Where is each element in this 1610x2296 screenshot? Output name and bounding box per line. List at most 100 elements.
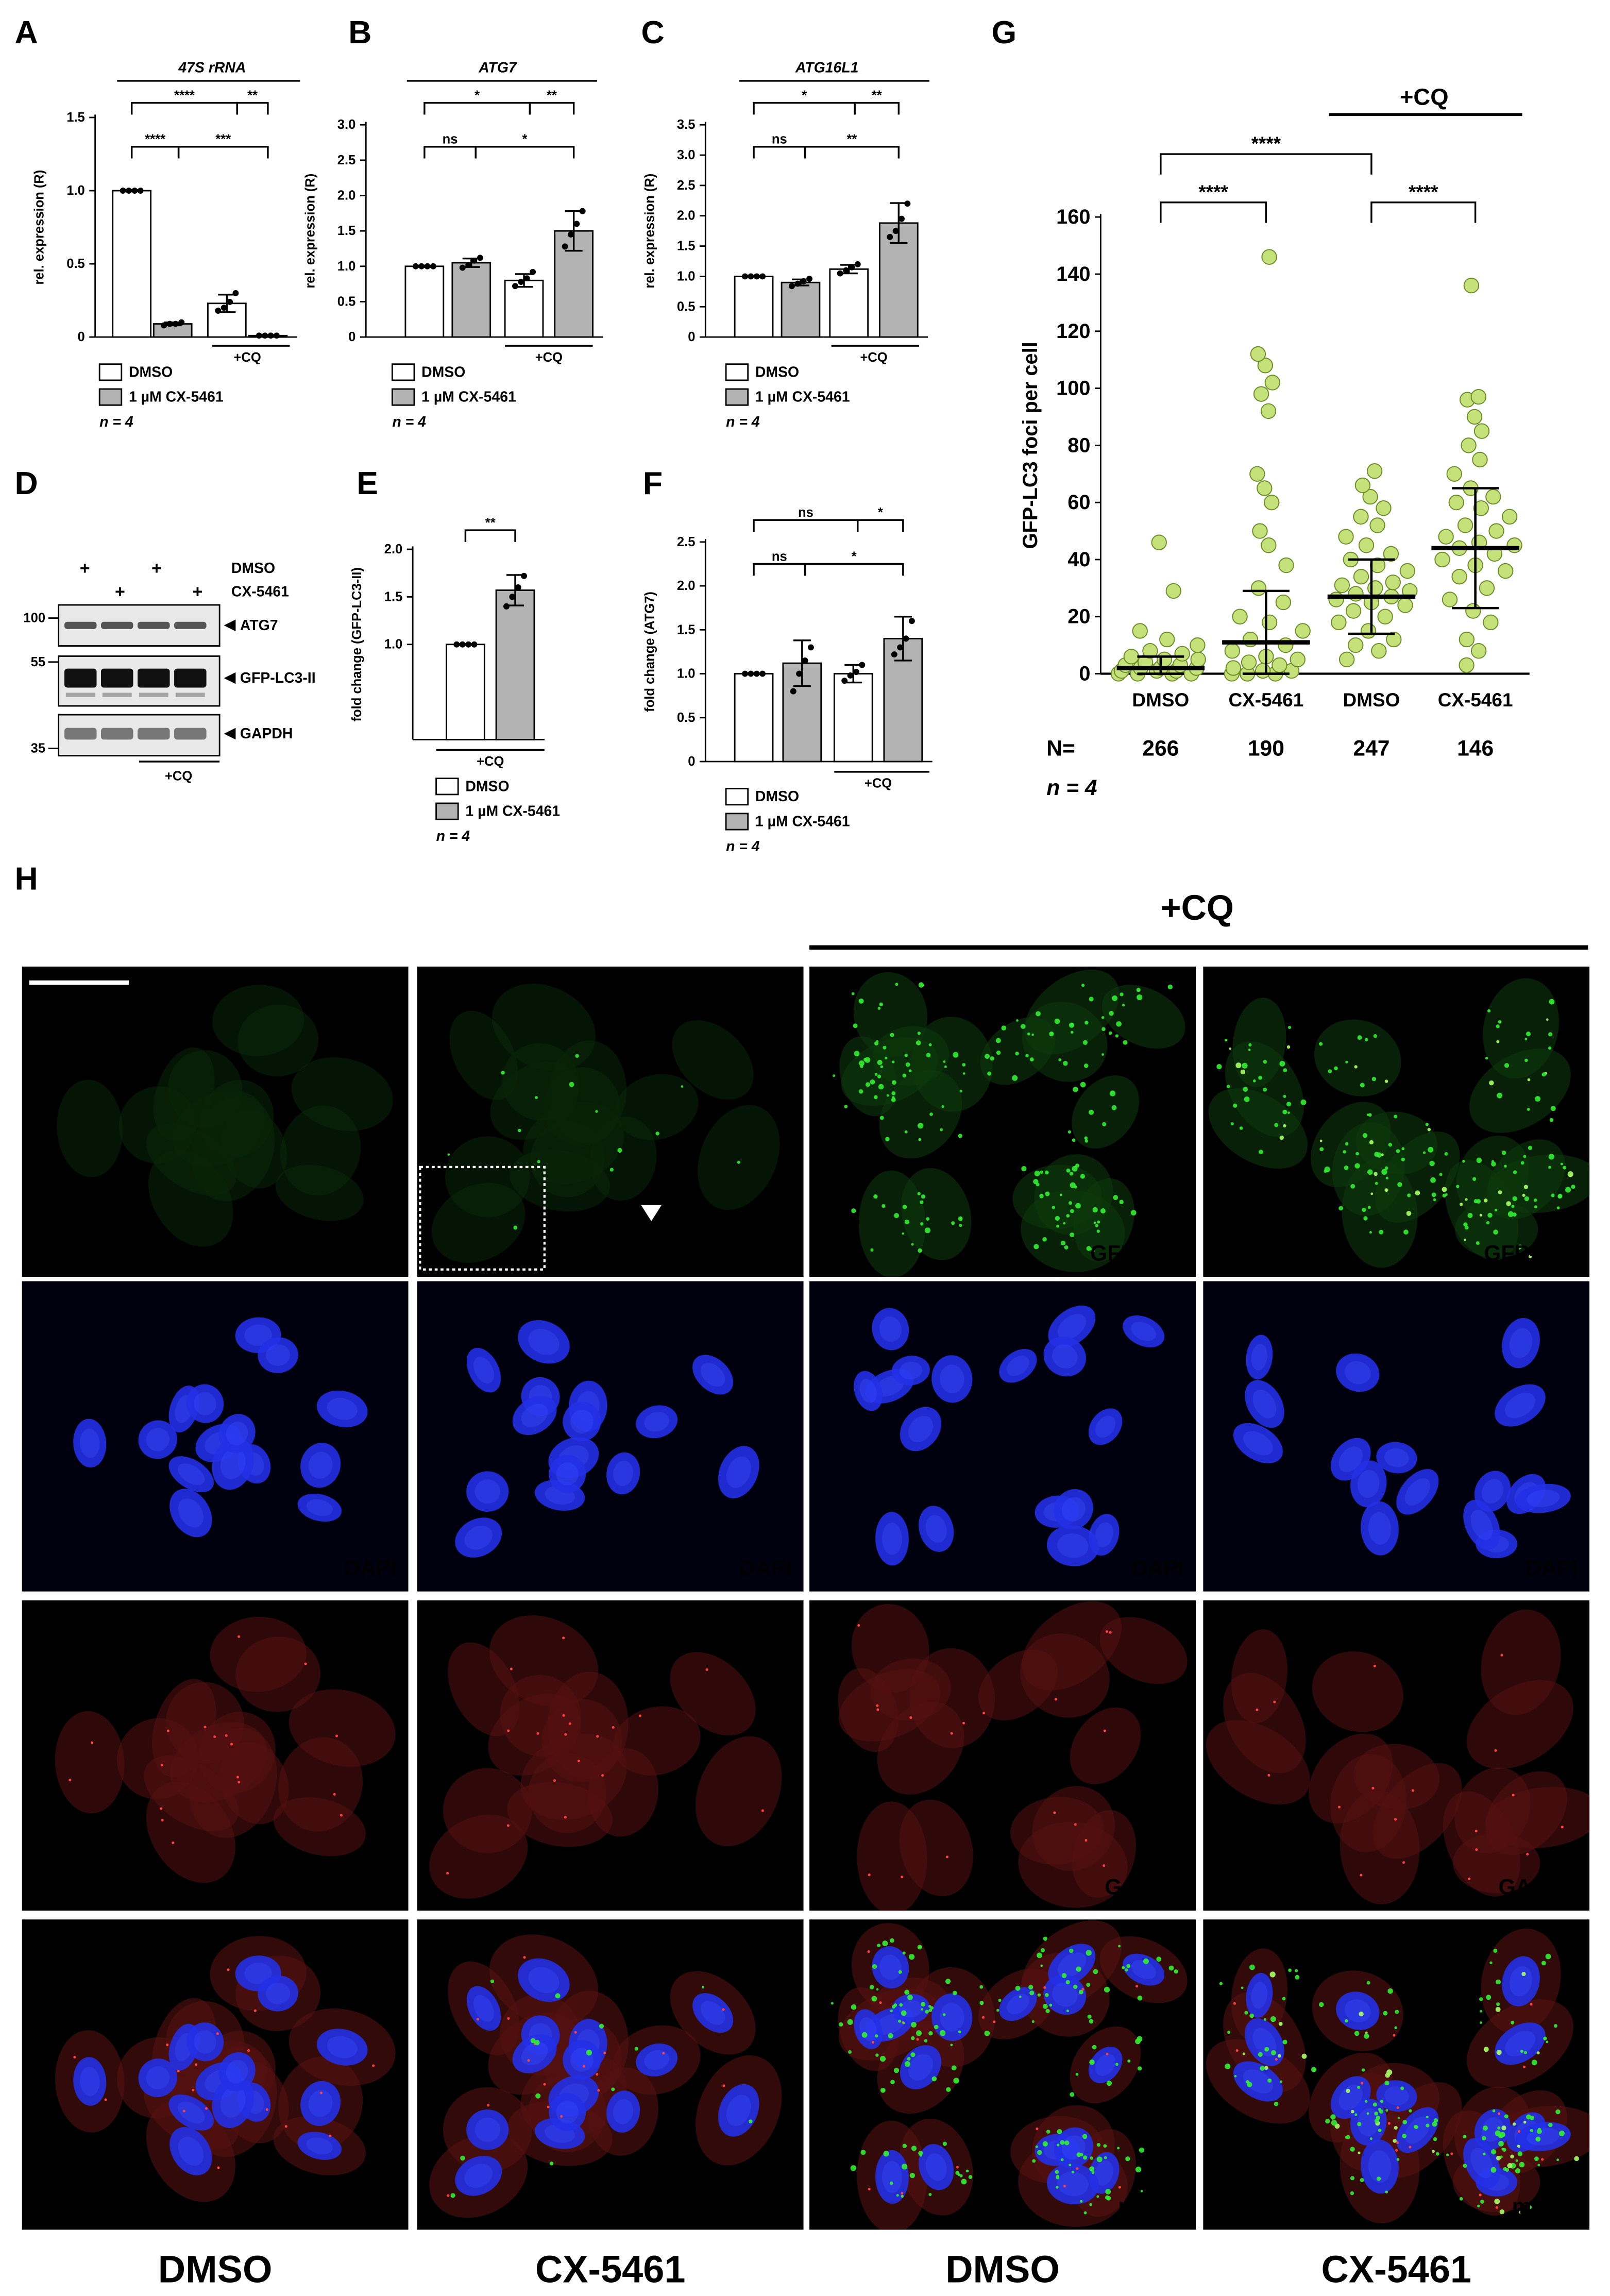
green-dot (1033, 1178, 1039, 1185)
significance-label: **** (1409, 181, 1438, 202)
nucleus-core (940, 1364, 964, 1393)
data-point (892, 228, 899, 234)
y-axis-label: rel. expression (R) (32, 170, 47, 285)
green-dot (1044, 1993, 1049, 1997)
column-label: DMSO (945, 2248, 1060, 2291)
green-dot (1357, 1035, 1362, 1040)
nucleus-core (79, 2067, 100, 2096)
green-dot (1383, 2011, 1388, 2016)
green-dot (1067, 1130, 1072, 1134)
cytoplasm (698, 1105, 780, 1210)
green-dot (1513, 1170, 1517, 1174)
green-dot (1350, 2176, 1355, 2181)
green-dot (916, 2030, 922, 2036)
nucleus (1043, 1336, 1087, 1377)
nucleus (891, 1994, 930, 2024)
green-dot (877, 1007, 881, 1010)
green-dot (681, 1085, 684, 1088)
red-dot (1063, 2185, 1066, 2188)
green-dot (1260, 2066, 1265, 2071)
red-dot (329, 2134, 332, 2137)
data-point (1174, 646, 1190, 662)
nucleus (1123, 1315, 1165, 1347)
green-dot (1486, 1995, 1492, 2000)
y-tick-label: 100 (1056, 377, 1090, 400)
green-dot (1523, 2051, 1528, 2054)
green-dot (1116, 1021, 1122, 1027)
red-dot (335, 1734, 338, 1737)
green-dot (1286, 1045, 1291, 1049)
green-dot (1376, 2115, 1380, 2120)
green-dot (1490, 2167, 1497, 2173)
data-point (1159, 631, 1175, 648)
nucleus-core (879, 1316, 902, 1342)
nucleus (919, 2144, 954, 2190)
green-dot (990, 1056, 994, 1061)
green-dot (1263, 1060, 1267, 1064)
nucleus-core (1344, 1999, 1371, 2022)
green-dot (1137, 994, 1143, 1001)
green-dot (928, 2192, 932, 2197)
green-dot (537, 1160, 540, 1163)
green-dot (1081, 984, 1085, 987)
nucleus-core (1338, 2084, 1363, 2111)
green-dot (1032, 2159, 1036, 2163)
green-dot (1476, 1241, 1480, 1245)
data-point (859, 662, 866, 668)
nucleus-core (613, 1461, 634, 1486)
red-dot (603, 2051, 606, 2054)
red-dot (507, 1729, 510, 1732)
y-tick-label: 0 (348, 330, 355, 344)
green-dot (931, 2076, 937, 2082)
green-dot (907, 2057, 911, 2061)
count-label: 266 (1142, 736, 1179, 761)
data-point (794, 280, 801, 287)
cytoplasm (1469, 1048, 1571, 1133)
green-dot (870, 1248, 874, 1252)
red-dot (560, 2115, 563, 2118)
blot-band (101, 728, 133, 740)
green-dot (1480, 2200, 1484, 2204)
nucleus-core (882, 2160, 902, 2193)
nucleus (218, 2052, 256, 2091)
green-dot (575, 1054, 579, 1058)
lane-mark: + (151, 559, 162, 578)
data-point (1448, 494, 1464, 511)
nucleus-core (79, 1428, 100, 1458)
data-point (1132, 623, 1148, 639)
green-dot (1387, 1988, 1393, 1994)
green-dot (844, 1105, 848, 1108)
green-dot (1091, 2171, 1095, 2174)
green-dot (1381, 1169, 1387, 1175)
green-dot (1350, 2147, 1355, 2152)
error-bar (793, 639, 811, 687)
red-dot (1393, 2034, 1396, 2037)
treatment-label: CX-5461 (231, 583, 289, 600)
nucleus (1396, 2107, 1439, 2153)
blot-band (64, 728, 97, 740)
green-dot (1095, 1224, 1098, 1227)
nucleus-core (308, 2090, 333, 2117)
green-dot (1401, 1157, 1405, 1161)
bar (504, 279, 544, 338)
green-dot (1070, 1209, 1074, 1213)
green-dot (882, 1204, 886, 1208)
red-dot (761, 1809, 764, 1812)
green-dot (1395, 2010, 1399, 2014)
green-dot (925, 2010, 929, 2014)
green-dot (902, 2143, 907, 2148)
green-dot (848, 2050, 852, 2054)
green-dot (517, 1128, 521, 1133)
green-dot (847, 2019, 853, 2025)
green-dot (1075, 2072, 1079, 2076)
data-point (759, 670, 766, 677)
y-tick-label: 60 (1067, 491, 1090, 514)
green-dot (1556, 1206, 1560, 1209)
green-dot (1368, 1113, 1372, 1117)
green-dot (891, 1080, 896, 1085)
green-dot (599, 2023, 604, 2029)
green-dot (1037, 1993, 1041, 1997)
nucleus (606, 1452, 640, 1495)
nucleus-core (194, 2030, 216, 2054)
y-axis-label: fold change (ATG7) (642, 592, 657, 712)
